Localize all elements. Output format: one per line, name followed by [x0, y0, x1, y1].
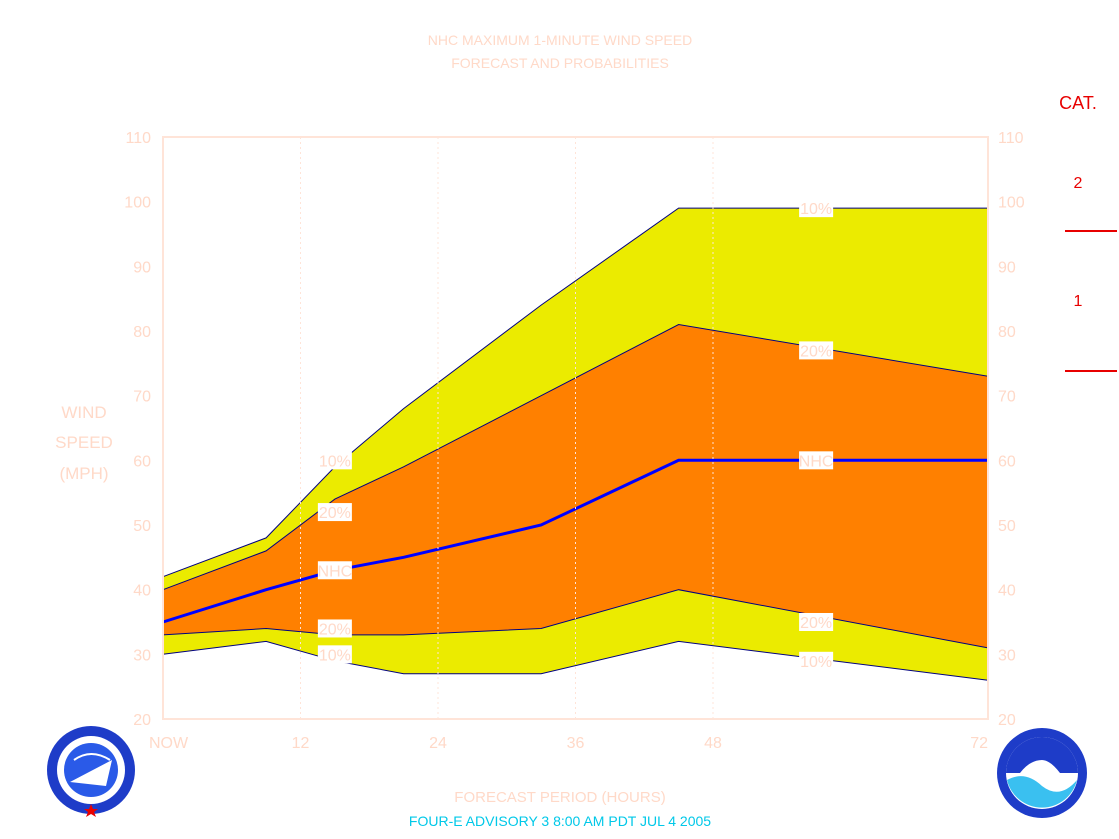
y-tick-label-right: 100 — [998, 195, 1025, 212]
y-tick-label-right: 110 — [998, 130, 1024, 147]
band-label: NHC — [318, 563, 353, 580]
category-title: CAT. — [1059, 93, 1097, 113]
series-upper-20 — [162, 323, 989, 591]
band-label-box — [317, 561, 352, 580]
y-tick-label-left: 60 — [133, 453, 151, 470]
band-label: 10% — [800, 201, 832, 218]
band-label-box — [799, 451, 834, 470]
y-tick-label-left: 20 — [133, 712, 151, 729]
band-label-box — [317, 619, 352, 638]
band-label: NHC — [799, 453, 834, 470]
band-label: 10% — [800, 654, 832, 671]
y-tick-label-left: 80 — [133, 324, 151, 341]
series-upper-10 — [162, 207, 988, 578]
band-label: 10% — [319, 647, 351, 664]
band-label-box — [317, 503, 352, 522]
y-tick-label-right: 50 — [998, 518, 1016, 535]
y-axis-label-line2: SPEED — [55, 433, 113, 452]
band-label-box — [799, 651, 834, 670]
y-tick-label-right: 60 — [998, 453, 1016, 470]
series-lower-20 — [162, 589, 989, 649]
y-tick-label-right: 90 — [998, 259, 1016, 276]
band-label-box — [799, 199, 834, 218]
y-tick-label-right: 40 — [998, 583, 1016, 600]
y-tick-label-left: 50 — [133, 518, 151, 535]
y-tick-label-left: 70 — [133, 389, 151, 406]
band-label-box — [799, 613, 834, 631]
chart-title-line1: NHC MAXIMUM 1-MINUTE WIND SPEED — [428, 32, 692, 48]
band-label-box — [317, 645, 352, 664]
x-tick-label: NOW — [149, 735, 189, 752]
category-1-label: 1 — [1074, 293, 1083, 310]
series-nhc-forecast — [162, 458, 988, 624]
band-label: 10% — [319, 453, 351, 470]
y-tick-label-left: 100 — [124, 195, 151, 212]
chart-title-line2: FORECAST AND PROBABILITIES — [451, 55, 669, 71]
y-axis-label-line1: WIND — [61, 403, 106, 422]
x-tick-label: 36 — [567, 735, 585, 752]
x-axis-label: FORECAST PERIOD (HOURS) — [454, 789, 665, 806]
series-lower-10 — [162, 640, 989, 681]
band-label: 20% — [319, 505, 351, 522]
x-tick-label: 12 — [292, 735, 310, 752]
grid-lines — [300, 137, 714, 719]
band-label-box — [799, 341, 834, 360]
y-tick-label-right: 80 — [998, 324, 1016, 341]
band-20-80 — [163, 324, 988, 648]
y-axis-label-line3: (MPH) — [59, 464, 108, 483]
band-label: 20% — [319, 621, 351, 638]
x-tick-label: 72 — [970, 735, 988, 752]
y-tick-label-left: 90 — [133, 259, 151, 276]
y-tick-label-left: 30 — [133, 647, 151, 664]
plot-frame — [162, 136, 989, 720]
axis-ticks: 20 20 30 30 40 40 50 50 60 60 70 70 80 80 90 90 100 100 11… — [124, 130, 1025, 752]
band-label-box — [317, 451, 352, 470]
y-tick-label-right: 70 — [998, 389, 1016, 406]
nws-logo — [47, 726, 135, 817]
advisory-footer: FOUR-E ADVISORY 3 8:00 AM PDT JUL 4 2005 — [409, 813, 711, 829]
y-tick-label-right: 30 — [998, 647, 1016, 664]
band-labels: 10% 20% NHC 20% 10% 10% 20% NHC 20% 10% — [317, 199, 834, 671]
plot-border — [162, 136, 989, 720]
band-label: 20% — [800, 343, 832, 360]
band-lower-10 — [163, 589, 988, 681]
y-tick-label-right: 20 — [998, 712, 1016, 729]
band-upper-10 — [163, 208, 988, 590]
plot-area — [162, 207, 989, 681]
noaa-logo — [997, 728, 1087, 818]
y-tick-label-left: 110 — [125, 130, 151, 147]
band-label: 20% — [800, 615, 832, 632]
x-tick-label: 24 — [429, 735, 447, 752]
x-tick-label: 48 — [704, 735, 722, 752]
category-2-label: 2 — [1074, 175, 1083, 192]
y-tick-label-left: 40 — [133, 583, 151, 600]
